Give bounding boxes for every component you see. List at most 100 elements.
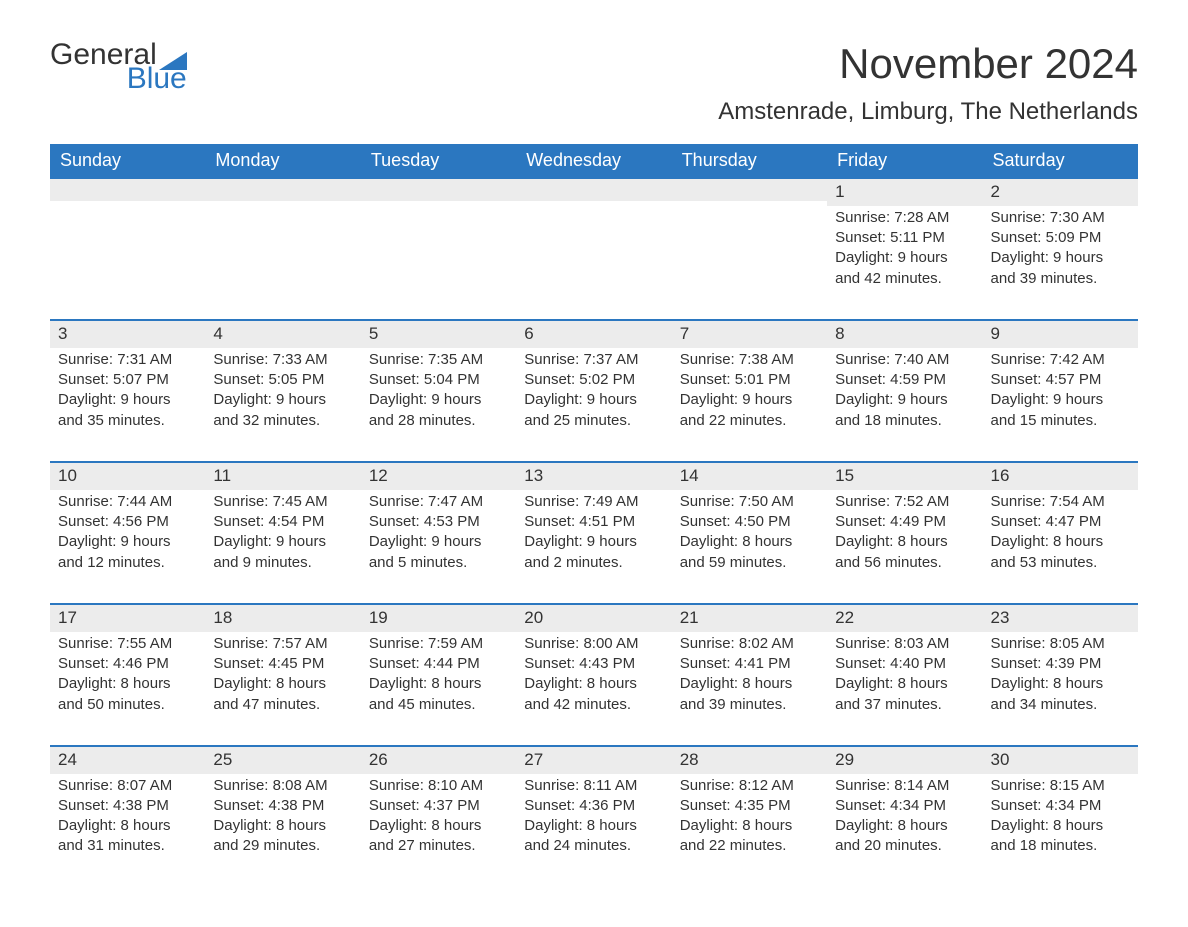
sunrise-text: Sunrise: 7:42 AM — [991, 350, 1130, 370]
day-details: Sunrise: 7:49 AMSunset: 4:51 PMDaylight:… — [516, 490, 671, 573]
day-number: 21 — [672, 603, 827, 632]
logo: General Blue — [50, 40, 187, 94]
sunrise-text: Sunrise: 7:40 AM — [835, 350, 974, 370]
calendar-cell — [361, 177, 516, 319]
day-details: Sunrise: 7:47 AMSunset: 4:53 PMDaylight:… — [361, 490, 516, 573]
calendar-table: Sunday Monday Tuesday Wednesday Thursday… — [50, 144, 1138, 887]
sunrise-text: Sunrise: 8:02 AM — [680, 634, 819, 654]
day-number: 22 — [827, 603, 982, 632]
sunset-text: Sunset: 4:44 PM — [369, 654, 508, 674]
day-details: Sunrise: 7:57 AMSunset: 4:45 PMDaylight:… — [205, 632, 360, 715]
calendar-cell: 12Sunrise: 7:47 AMSunset: 4:53 PMDayligh… — [361, 461, 516, 603]
sunrise-text: Sunrise: 8:11 AM — [524, 776, 663, 796]
sunrise-text: Sunrise: 8:05 AM — [991, 634, 1130, 654]
day-number: 27 — [516, 745, 671, 774]
day-number: 18 — [205, 603, 360, 632]
sunrise-text: Sunrise: 8:03 AM — [835, 634, 974, 654]
sunset-text: Sunset: 4:38 PM — [213, 796, 352, 816]
day-details: Sunrise: 8:15 AMSunset: 4:34 PMDaylight:… — [983, 774, 1138, 857]
day-details: Sunrise: 7:31 AMSunset: 5:07 PMDaylight:… — [50, 348, 205, 431]
sunset-text: Sunset: 4:38 PM — [58, 796, 197, 816]
calendar-week-row: 3Sunrise: 7:31 AMSunset: 5:07 PMDaylight… — [50, 319, 1138, 461]
calendar-cell — [50, 177, 205, 319]
empty-day-band — [205, 177, 360, 201]
calendar-cell: 21Sunrise: 8:02 AMSunset: 4:41 PMDayligh… — [672, 603, 827, 745]
daylight-text: Daylight: 8 hours and 34 minutes. — [991, 674, 1130, 715]
day-number: 29 — [827, 745, 982, 774]
daylight-text: Daylight: 8 hours and 20 minutes. — [835, 816, 974, 857]
sunset-text: Sunset: 4:34 PM — [991, 796, 1130, 816]
day-number: 17 — [50, 603, 205, 632]
daylight-text: Daylight: 8 hours and 18 minutes. — [991, 816, 1130, 857]
sunrise-text: Sunrise: 7:47 AM — [369, 492, 508, 512]
day-number: 2 — [983, 177, 1138, 206]
day-number: 15 — [827, 461, 982, 490]
calendar-cell: 23Sunrise: 8:05 AMSunset: 4:39 PMDayligh… — [983, 603, 1138, 745]
calendar-cell — [205, 177, 360, 319]
calendar-cell: 26Sunrise: 8:10 AMSunset: 4:37 PMDayligh… — [361, 745, 516, 887]
calendar-cell: 14Sunrise: 7:50 AMSunset: 4:50 PMDayligh… — [672, 461, 827, 603]
day-details: Sunrise: 8:05 AMSunset: 4:39 PMDaylight:… — [983, 632, 1138, 715]
sunrise-text: Sunrise: 8:07 AM — [58, 776, 197, 796]
day-details: Sunrise: 7:59 AMSunset: 4:44 PMDaylight:… — [361, 632, 516, 715]
sunrise-text: Sunrise: 7:52 AM — [835, 492, 974, 512]
col-header-sunday: Sunday — [50, 144, 205, 177]
sunrise-text: Sunrise: 7:28 AM — [835, 208, 974, 228]
day-number: 8 — [827, 319, 982, 348]
title-block: November 2024 Amstenrade, Limburg, The N… — [718, 40, 1138, 138]
calendar-cell: 19Sunrise: 7:59 AMSunset: 4:44 PMDayligh… — [361, 603, 516, 745]
calendar-week-row: 24Sunrise: 8:07 AMSunset: 4:38 PMDayligh… — [50, 745, 1138, 887]
calendar-cell — [672, 177, 827, 319]
daylight-text: Daylight: 8 hours and 42 minutes. — [524, 674, 663, 715]
day-details: Sunrise: 7:45 AMSunset: 4:54 PMDaylight:… — [205, 490, 360, 573]
day-number: 12 — [361, 461, 516, 490]
calendar-cell: 8Sunrise: 7:40 AMSunset: 4:59 PMDaylight… — [827, 319, 982, 461]
calendar-cell: 15Sunrise: 7:52 AMSunset: 4:49 PMDayligh… — [827, 461, 982, 603]
sunset-text: Sunset: 4:47 PM — [991, 512, 1130, 532]
sunset-text: Sunset: 4:57 PM — [991, 370, 1130, 390]
calendar-cell: 18Sunrise: 7:57 AMSunset: 4:45 PMDayligh… — [205, 603, 360, 745]
calendar-cell: 6Sunrise: 7:37 AMSunset: 5:02 PMDaylight… — [516, 319, 671, 461]
sunrise-text: Sunrise: 8:08 AM — [213, 776, 352, 796]
sunset-text: Sunset: 4:54 PM — [213, 512, 352, 532]
calendar-cell: 22Sunrise: 8:03 AMSunset: 4:40 PMDayligh… — [827, 603, 982, 745]
daylight-text: Daylight: 9 hours and 22 minutes. — [680, 390, 819, 431]
daylight-text: Daylight: 8 hours and 22 minutes. — [680, 816, 819, 857]
day-details: Sunrise: 7:28 AMSunset: 5:11 PMDaylight:… — [827, 206, 982, 289]
col-header-thursday: Thursday — [672, 144, 827, 177]
daylight-text: Daylight: 8 hours and 47 minutes. — [213, 674, 352, 715]
calendar-cell: 5Sunrise: 7:35 AMSunset: 5:04 PMDaylight… — [361, 319, 516, 461]
calendar-header-row: Sunday Monday Tuesday Wednesday Thursday… — [50, 144, 1138, 177]
day-details: Sunrise: 7:38 AMSunset: 5:01 PMDaylight:… — [672, 348, 827, 431]
month-title: November 2024 — [718, 40, 1138, 88]
sunrise-text: Sunrise: 8:12 AM — [680, 776, 819, 796]
sunset-text: Sunset: 4:56 PM — [58, 512, 197, 532]
calendar-cell: 3Sunrise: 7:31 AMSunset: 5:07 PMDaylight… — [50, 319, 205, 461]
day-number: 11 — [205, 461, 360, 490]
sunset-text: Sunset: 4:39 PM — [991, 654, 1130, 674]
day-number: 5 — [361, 319, 516, 348]
day-details: Sunrise: 7:33 AMSunset: 5:05 PMDaylight:… — [205, 348, 360, 431]
day-details: Sunrise: 8:00 AMSunset: 4:43 PMDaylight:… — [516, 632, 671, 715]
day-number: 7 — [672, 319, 827, 348]
sunset-text: Sunset: 4:36 PM — [524, 796, 663, 816]
daylight-text: Daylight: 8 hours and 37 minutes. — [835, 674, 974, 715]
daylight-text: Daylight: 8 hours and 56 minutes. — [835, 532, 974, 573]
daylight-text: Daylight: 8 hours and 29 minutes. — [213, 816, 352, 857]
day-details: Sunrise: 8:12 AMSunset: 4:35 PMDaylight:… — [672, 774, 827, 857]
day-number: 4 — [205, 319, 360, 348]
header: General Blue November 2024 Amstenrade, L… — [50, 40, 1138, 138]
calendar-cell: 17Sunrise: 7:55 AMSunset: 4:46 PMDayligh… — [50, 603, 205, 745]
daylight-text: Daylight: 9 hours and 18 minutes. — [835, 390, 974, 431]
daylight-text: Daylight: 8 hours and 27 minutes. — [369, 816, 508, 857]
day-number: 6 — [516, 319, 671, 348]
calendar-cell: 2Sunrise: 7:30 AMSunset: 5:09 PMDaylight… — [983, 177, 1138, 319]
day-details: Sunrise: 7:30 AMSunset: 5:09 PMDaylight:… — [983, 206, 1138, 289]
sunrise-text: Sunrise: 7:55 AM — [58, 634, 197, 654]
day-number: 20 — [516, 603, 671, 632]
col-header-saturday: Saturday — [983, 144, 1138, 177]
sunrise-text: Sunrise: 7:30 AM — [991, 208, 1130, 228]
daylight-text: Daylight: 9 hours and 35 minutes. — [58, 390, 197, 431]
sunset-text: Sunset: 5:01 PM — [680, 370, 819, 390]
sunset-text: Sunset: 4:46 PM — [58, 654, 197, 674]
